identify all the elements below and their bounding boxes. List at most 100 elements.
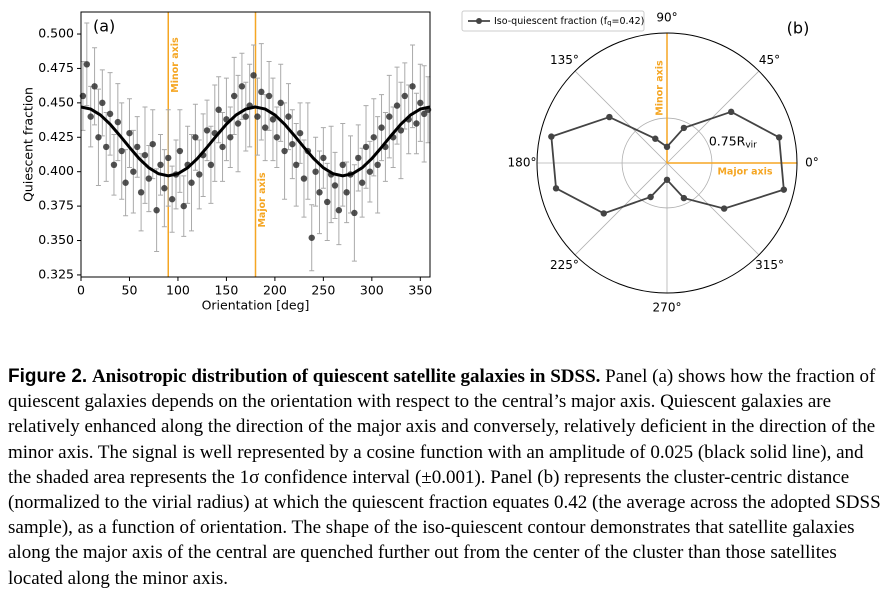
data-point <box>91 83 98 90</box>
legend-subscript: q <box>607 19 611 27</box>
y-tick-label: 0.375 <box>38 198 74 213</box>
data-point <box>374 161 381 169</box>
data-point <box>378 124 385 131</box>
contour-point <box>647 193 654 201</box>
x-tick-label: 150 <box>214 283 238 298</box>
data-point <box>331 182 339 189</box>
data-point <box>258 88 265 96</box>
data-point <box>83 61 91 68</box>
radial-tick-subscript: vir <box>745 140 757 150</box>
axis-direction-label: Major axis <box>717 167 772 178</box>
caption-text: Panel (a) shows how the fraction of quie… <box>8 366 881 589</box>
y-tick-label: 0.425 <box>38 129 74 144</box>
data-point <box>238 83 246 90</box>
data-point <box>110 161 118 169</box>
figure: 0 50 100 150 200 250 300 350 0.325 0.350 0.375 0.40… <box>21 10 819 315</box>
data-point <box>87 113 94 120</box>
contour-point <box>727 108 735 116</box>
x-tick-label: 300 <box>360 283 384 298</box>
x-tick-label: 50 <box>122 283 138 298</box>
contour-point <box>548 133 555 140</box>
polar-frame <box>536 32 798 294</box>
data-point <box>308 234 315 241</box>
x-tick-label: 350 <box>408 283 432 298</box>
data-point <box>106 110 114 118</box>
data-point <box>397 127 405 134</box>
data-point <box>168 196 176 203</box>
angle-tick-label: 225° <box>550 258 579 272</box>
data-point <box>261 124 269 131</box>
data-point <box>393 102 401 109</box>
data-point <box>203 127 211 134</box>
data-point <box>137 189 145 196</box>
caption-title: Anisotropic distribution of quiescent sa… <box>91 366 601 387</box>
data-point <box>207 161 215 169</box>
angle-tick-label: 45° <box>759 53 780 67</box>
data-point <box>362 143 370 151</box>
reference-line-label: Minor axis <box>170 37 181 93</box>
data-point <box>355 154 362 162</box>
data-point <box>300 175 308 182</box>
data-point <box>114 118 122 126</box>
legend-text: Iso-quiescent fraction (f <box>494 16 608 27</box>
data-point <box>99 99 106 107</box>
data-point <box>358 179 366 186</box>
caption-label: Figure 2. <box>8 366 88 387</box>
angular-grid-line <box>666 70 760 164</box>
reference-line-label: Major axis <box>257 172 268 227</box>
data-point <box>157 161 164 169</box>
data-point <box>118 147 125 155</box>
data-point <box>234 120 242 127</box>
panel-label: (a) <box>93 17 115 36</box>
data-point <box>242 113 250 120</box>
angle-tick-label: 135° <box>550 53 579 67</box>
legend-text-end: =0.42) <box>612 16 645 27</box>
data-point <box>409 83 416 90</box>
data-point <box>145 175 153 182</box>
data-point <box>366 168 374 175</box>
legend-marker <box>476 18 482 24</box>
contour-point <box>775 134 783 141</box>
data-point <box>130 168 137 175</box>
data-point <box>339 161 346 169</box>
data-point <box>370 134 377 141</box>
data-point <box>289 140 296 148</box>
contour-point <box>600 210 607 217</box>
contour-point <box>663 176 671 183</box>
contour-point <box>606 113 613 121</box>
data-point <box>250 72 257 79</box>
y-tick-label: 0.500 <box>38 26 74 41</box>
data-point <box>153 207 160 214</box>
data-point <box>281 147 288 155</box>
axis-direction-label: Minor axis <box>655 60 666 116</box>
data-point <box>149 140 156 148</box>
data-point <box>312 168 319 175</box>
contour-point <box>652 135 659 142</box>
data-point <box>413 120 420 127</box>
data-point <box>273 134 281 141</box>
data-point <box>417 99 424 107</box>
data-point <box>122 179 129 186</box>
contour-point <box>680 194 688 202</box>
data-point <box>343 189 350 196</box>
data-point <box>324 198 331 206</box>
data-point <box>176 147 184 155</box>
data-point <box>296 129 304 137</box>
y-tick-label: 0.325 <box>38 266 74 281</box>
data-point <box>277 99 284 107</box>
data-point <box>126 129 133 137</box>
data-point <box>180 202 187 210</box>
contour-point <box>780 186 788 193</box>
data-point <box>293 161 300 169</box>
x-tick-label: 250 <box>311 283 335 298</box>
data-point <box>285 113 292 120</box>
data-point <box>95 134 102 141</box>
plot-frame <box>80 11 431 278</box>
angle-tick-label: 0° <box>805 156 819 170</box>
panel-label: (b) <box>787 19 810 38</box>
angular-grid-line <box>574 162 668 256</box>
data-point <box>219 143 226 151</box>
contour-point <box>680 124 688 132</box>
angular-grid-line <box>666 162 760 256</box>
